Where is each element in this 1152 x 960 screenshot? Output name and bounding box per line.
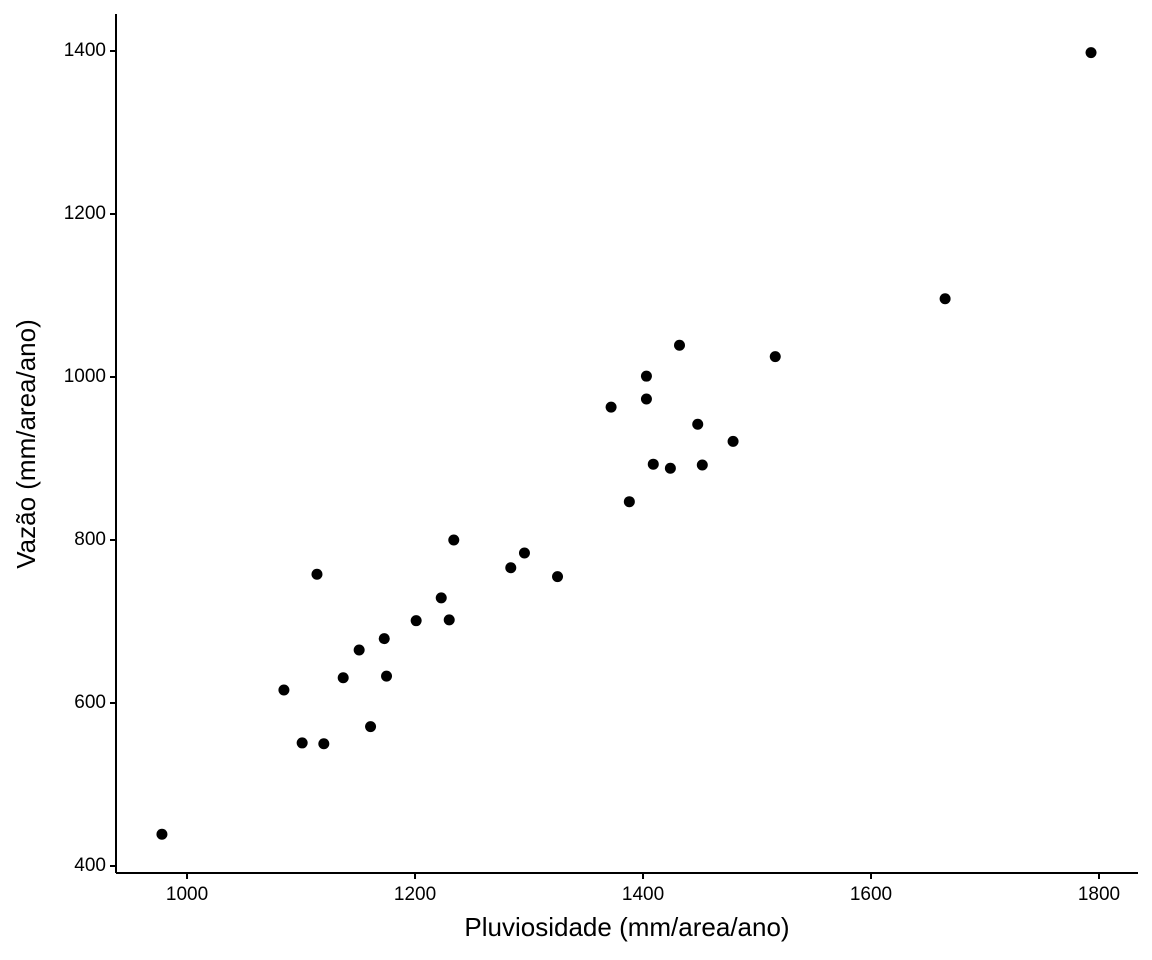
point bbox=[443, 614, 455, 626]
y-tick-label: 1400 bbox=[64, 40, 106, 61]
x-axis-label: Pluviosidade (mm/area/ano) bbox=[464, 912, 789, 942]
y-tick-label: 1200 bbox=[64, 203, 106, 224]
point bbox=[381, 670, 393, 682]
x-tick-label: 1800 bbox=[1078, 884, 1120, 905]
point bbox=[1085, 47, 1097, 59]
point bbox=[378, 633, 390, 645]
point bbox=[448, 534, 460, 546]
point bbox=[278, 684, 290, 696]
point bbox=[296, 737, 308, 749]
point bbox=[156, 828, 168, 840]
point bbox=[640, 370, 652, 382]
point bbox=[353, 644, 365, 656]
y-tick-label: 1000 bbox=[64, 366, 106, 387]
y-tick-label: 600 bbox=[74, 692, 106, 713]
x-tick-label: 1600 bbox=[850, 884, 892, 905]
point bbox=[673, 339, 685, 351]
x-tick-label: 1200 bbox=[394, 884, 436, 905]
point bbox=[337, 672, 349, 684]
point bbox=[664, 462, 676, 474]
point bbox=[410, 615, 422, 627]
y-tick-label: 800 bbox=[74, 529, 106, 550]
y-axis-label: Vazão (mm/area/ano) bbox=[11, 319, 41, 569]
point bbox=[696, 459, 708, 471]
point bbox=[365, 721, 377, 733]
point bbox=[505, 562, 517, 574]
point bbox=[605, 401, 617, 413]
point bbox=[318, 738, 330, 750]
point bbox=[727, 435, 739, 447]
point bbox=[518, 547, 530, 559]
point bbox=[692, 418, 704, 430]
point bbox=[939, 293, 951, 305]
x-tick-label: 1000 bbox=[166, 884, 208, 905]
x-tick-label: 1400 bbox=[622, 884, 664, 905]
point bbox=[640, 393, 652, 405]
point bbox=[552, 571, 564, 583]
point bbox=[647, 458, 659, 470]
point bbox=[435, 592, 447, 604]
y-tick-label: 400 bbox=[74, 855, 106, 876]
point bbox=[623, 496, 635, 508]
point bbox=[769, 351, 781, 363]
point bbox=[311, 568, 323, 580]
